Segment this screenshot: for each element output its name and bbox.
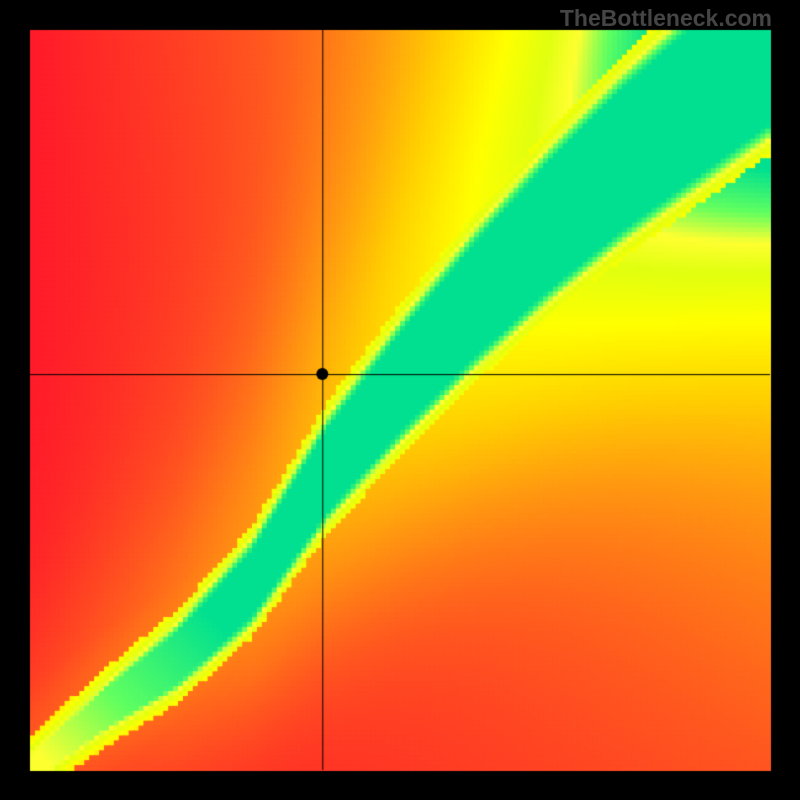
bottleneck-heatmap bbox=[0, 0, 800, 800]
watermark-text: TheBottleneck.com bbox=[560, 5, 772, 32]
chart-container: TheBottleneck.com bbox=[0, 0, 800, 800]
